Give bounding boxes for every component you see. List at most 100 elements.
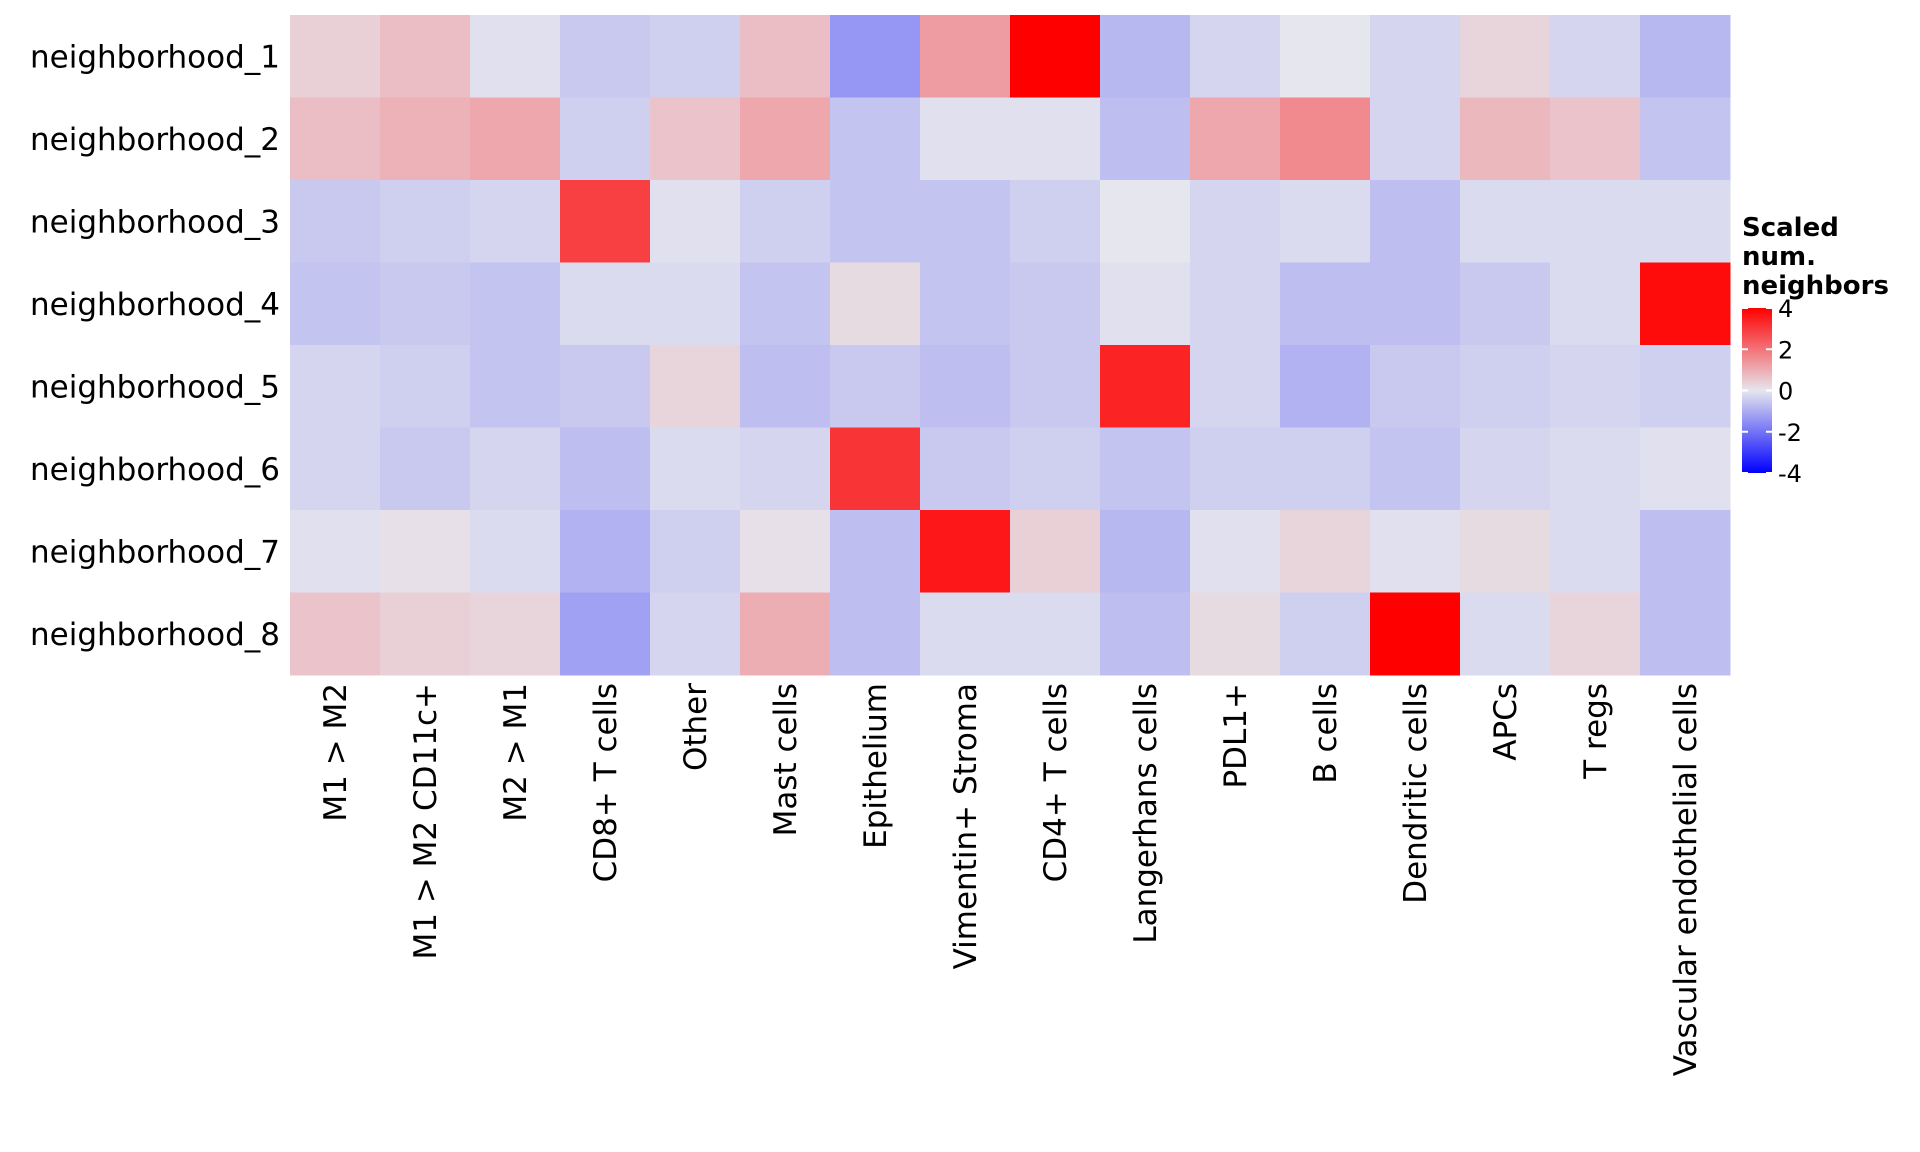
column-label: CD4+ T cells <box>1038 683 1074 882</box>
heatmap-cell <box>650 592 741 676</box>
heatmap-cell <box>740 427 831 511</box>
heatmap-cell <box>1190 97 1281 181</box>
heatmap-cell <box>380 262 471 346</box>
heatmap-cell <box>920 15 1011 98</box>
row-label: neighborhood_6 <box>30 452 280 488</box>
heatmap-cell <box>740 510 831 593</box>
column-label: APCs <box>1488 683 1524 761</box>
row-label: neighborhood_3 <box>30 204 280 240</box>
heatmap-cell <box>650 262 741 346</box>
heatmap-cell <box>290 510 381 593</box>
heatmap-cell <box>290 345 381 428</box>
heatmap-cell <box>380 345 471 428</box>
legend-tick-label: 4 <box>1778 295 1793 323</box>
heatmap-cell <box>1280 97 1371 181</box>
heatmap-cell <box>1370 510 1461 593</box>
heatmap-cell <box>1550 15 1641 98</box>
heatmap-cell <box>560 510 651 593</box>
column-label: Langerhans cells <box>1128 683 1164 944</box>
heatmap-cell <box>1460 180 1551 263</box>
column-label: B cells <box>1308 683 1344 784</box>
heatmap-cell <box>1640 592 1731 676</box>
heatmap-cell <box>1100 262 1191 346</box>
heatmap-cell <box>470 345 561 428</box>
column-label: Mast cells <box>768 683 804 836</box>
heatmap-cell <box>1550 180 1641 263</box>
column-label: PDL1+ <box>1218 683 1254 789</box>
heatmap-cell <box>650 15 741 98</box>
heatmap-cell <box>1460 592 1551 676</box>
heatmap-cell <box>1100 180 1191 263</box>
heatmap-cell <box>380 180 471 263</box>
heatmap-cell <box>290 262 381 346</box>
heatmap-cell <box>1370 97 1461 181</box>
heatmap-cell <box>920 180 1011 263</box>
heatmap-cell <box>1460 97 1551 181</box>
heatmap-cell <box>470 97 561 181</box>
heatmap-cell <box>1190 15 1281 98</box>
column-label: Epithelium <box>858 683 894 849</box>
heatmap-cell <box>560 97 651 181</box>
heatmap-cell <box>1280 180 1371 263</box>
heatmap-cell <box>830 15 921 98</box>
heatmap-cell <box>1370 345 1461 428</box>
heatmap-cell <box>1010 427 1101 511</box>
legend-tick-label: -2 <box>1778 419 1802 447</box>
legend-title-line-1: Scaled <box>1742 213 1839 243</box>
heatmap-cell <box>1280 592 1371 676</box>
heatmap-cell <box>560 592 651 676</box>
heatmap-cell <box>1010 510 1101 593</box>
heatmap-cell <box>290 15 381 98</box>
heatmap-cell <box>1370 180 1461 263</box>
row-label: neighborhood_8 <box>30 617 280 653</box>
heatmap-cell <box>1100 97 1191 181</box>
heatmap-cell <box>560 15 651 98</box>
column-label: M1 > M2 CD11c+ <box>408 683 444 959</box>
heatmap-cell <box>830 427 921 511</box>
heatmap-cell <box>740 592 831 676</box>
heatmap-cell <box>650 427 741 511</box>
heatmap-cell <box>1640 427 1731 511</box>
heatmap-cell <box>1010 15 1101 98</box>
heatmap-cell <box>560 345 651 428</box>
heatmap-cell <box>470 15 561 98</box>
heatmap-cell <box>1370 15 1461 98</box>
heatmap-cell <box>1190 180 1281 263</box>
heatmap-cell <box>920 262 1011 346</box>
heatmap-cell <box>1280 427 1371 511</box>
heatmap-cell <box>470 180 561 263</box>
heatmap-cell <box>1190 427 1281 511</box>
heatmap-cell <box>560 427 651 511</box>
row-label: neighborhood_4 <box>30 287 280 323</box>
heatmap-cell <box>1640 97 1731 181</box>
heatmap-cell <box>1460 262 1551 346</box>
column-label: Dendritic cells <box>1398 683 1434 904</box>
heatmap-cell <box>290 180 381 263</box>
heatmap-cell <box>1010 180 1101 263</box>
heatmap-cell <box>1550 262 1641 346</box>
column-labels: M1 > M2 M1 > M2 CD11c+ M2 > M1 CD8+ T cells… <box>318 683 1704 1077</box>
heatmap-cell <box>1100 15 1191 98</box>
heatmap-cell <box>650 510 741 593</box>
heatmap-cell <box>1460 15 1551 98</box>
heatmap-cell <box>470 262 561 346</box>
heatmap-cell <box>1190 262 1281 346</box>
legend-ticks: 4 2 0 -2 -4 <box>1742 295 1802 488</box>
heatmap-cell <box>1550 592 1641 676</box>
legend-title-line-2: num. <box>1742 242 1816 272</box>
heatmap-cell <box>830 262 921 346</box>
heatmap-cell <box>650 345 741 428</box>
heatmap-cell <box>1550 427 1641 511</box>
heatmap-cell <box>1460 345 1551 428</box>
heatmap-cell <box>830 592 921 676</box>
legend: Scaled num. neighbors 4 2 0 -2 -4 <box>1742 213 1889 488</box>
heatmap-cell <box>380 97 471 181</box>
heatmap-cell <box>920 427 1011 511</box>
row-labels: neighborhood_1 neighborhood_2 neighborhood… <box>30 39 280 653</box>
row-label: neighborhood_1 <box>30 39 280 75</box>
heatmap-cell <box>1550 345 1641 428</box>
heatmap-cell <box>650 97 741 181</box>
heatmap-cell <box>740 97 831 181</box>
column-label: M1 > M2 <box>318 683 354 822</box>
column-label: Other <box>678 683 714 771</box>
